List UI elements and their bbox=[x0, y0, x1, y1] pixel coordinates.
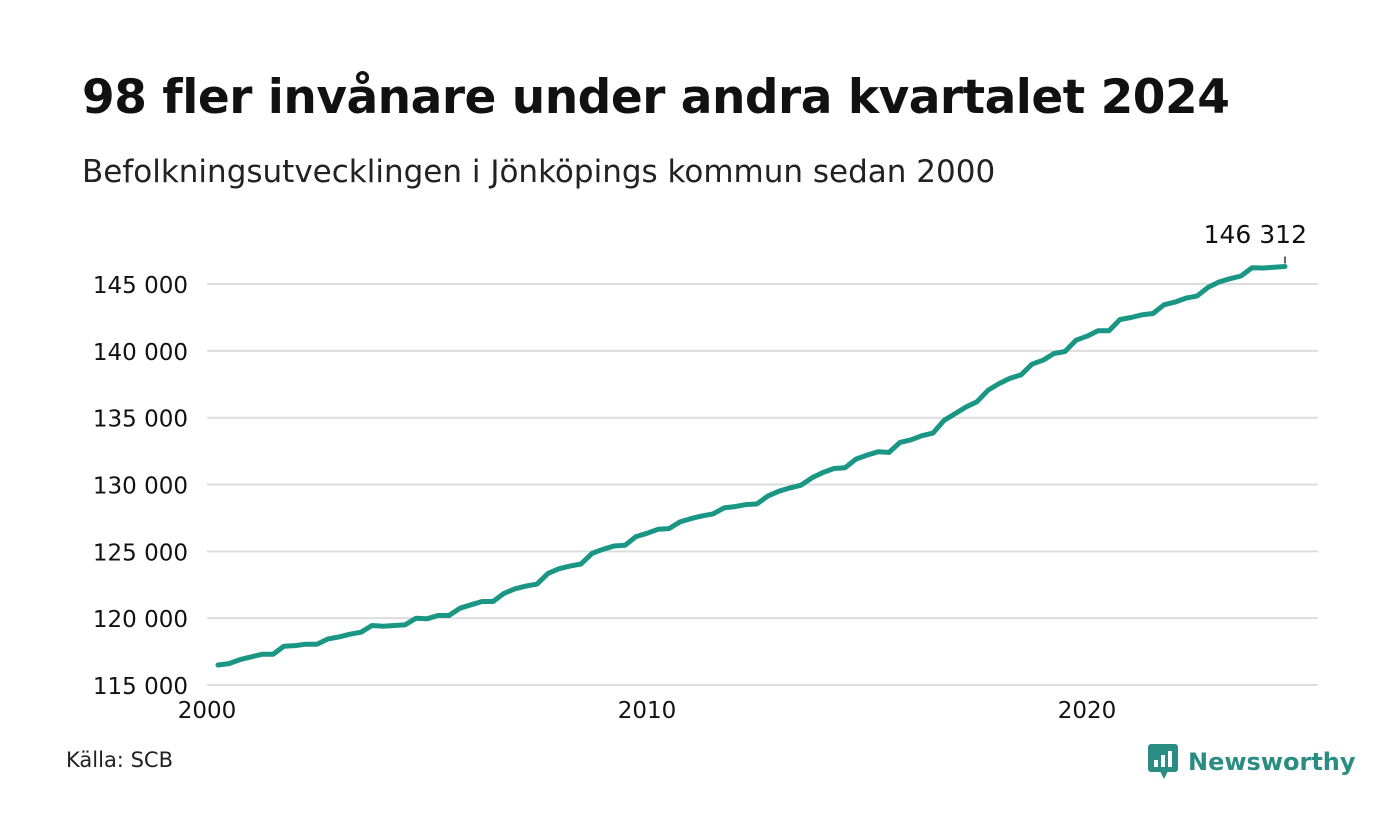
y-tick-label: 120 000 bbox=[93, 607, 188, 633]
annotation-layer: 146 312 bbox=[1204, 220, 1307, 264]
y-tick-label: 130 000 bbox=[93, 474, 188, 500]
y-axis-tick-labels: 115 000 120 000 125 000 130 000 135 000 140 0… bbox=[93, 273, 188, 700]
chart-subtitle: Befolkningsutvecklingen i Jönköpings kom… bbox=[82, 154, 996, 190]
source-value: SCB bbox=[130, 748, 173, 772]
chart-title: 98 fler invånare under andra kvartalet 2… bbox=[82, 70, 1230, 125]
y-tick-label: 145 000 bbox=[93, 273, 188, 299]
y-tick-label: 115 000 bbox=[93, 674, 188, 700]
end-value-label: 146 312 bbox=[1204, 220, 1307, 249]
bar-chart-speech-bubble-icon bbox=[1148, 744, 1178, 779]
y-tick-label: 125 000 bbox=[93, 540, 188, 566]
brand-logo: Newsworthy bbox=[1148, 742, 1356, 782]
x-axis-tick-labels: 2000 2010 2020 bbox=[178, 698, 1117, 724]
source-label: Källa: bbox=[66, 748, 124, 772]
y-tick-label: 140 000 bbox=[93, 340, 188, 366]
x-tick-label: 2010 bbox=[618, 698, 677, 724]
brand-name: Newsworthy bbox=[1188, 748, 1356, 776]
x-tick-label: 2000 bbox=[178, 698, 237, 724]
y-tick-label: 135 000 bbox=[93, 407, 188, 433]
population-series-line bbox=[215, 264, 1288, 668]
series-layer bbox=[215, 264, 1288, 668]
grid-lines bbox=[207, 283, 1318, 686]
x-tick-label: 2020 bbox=[1058, 698, 1117, 724]
source-note: Källa: SCB bbox=[66, 748, 173, 772]
